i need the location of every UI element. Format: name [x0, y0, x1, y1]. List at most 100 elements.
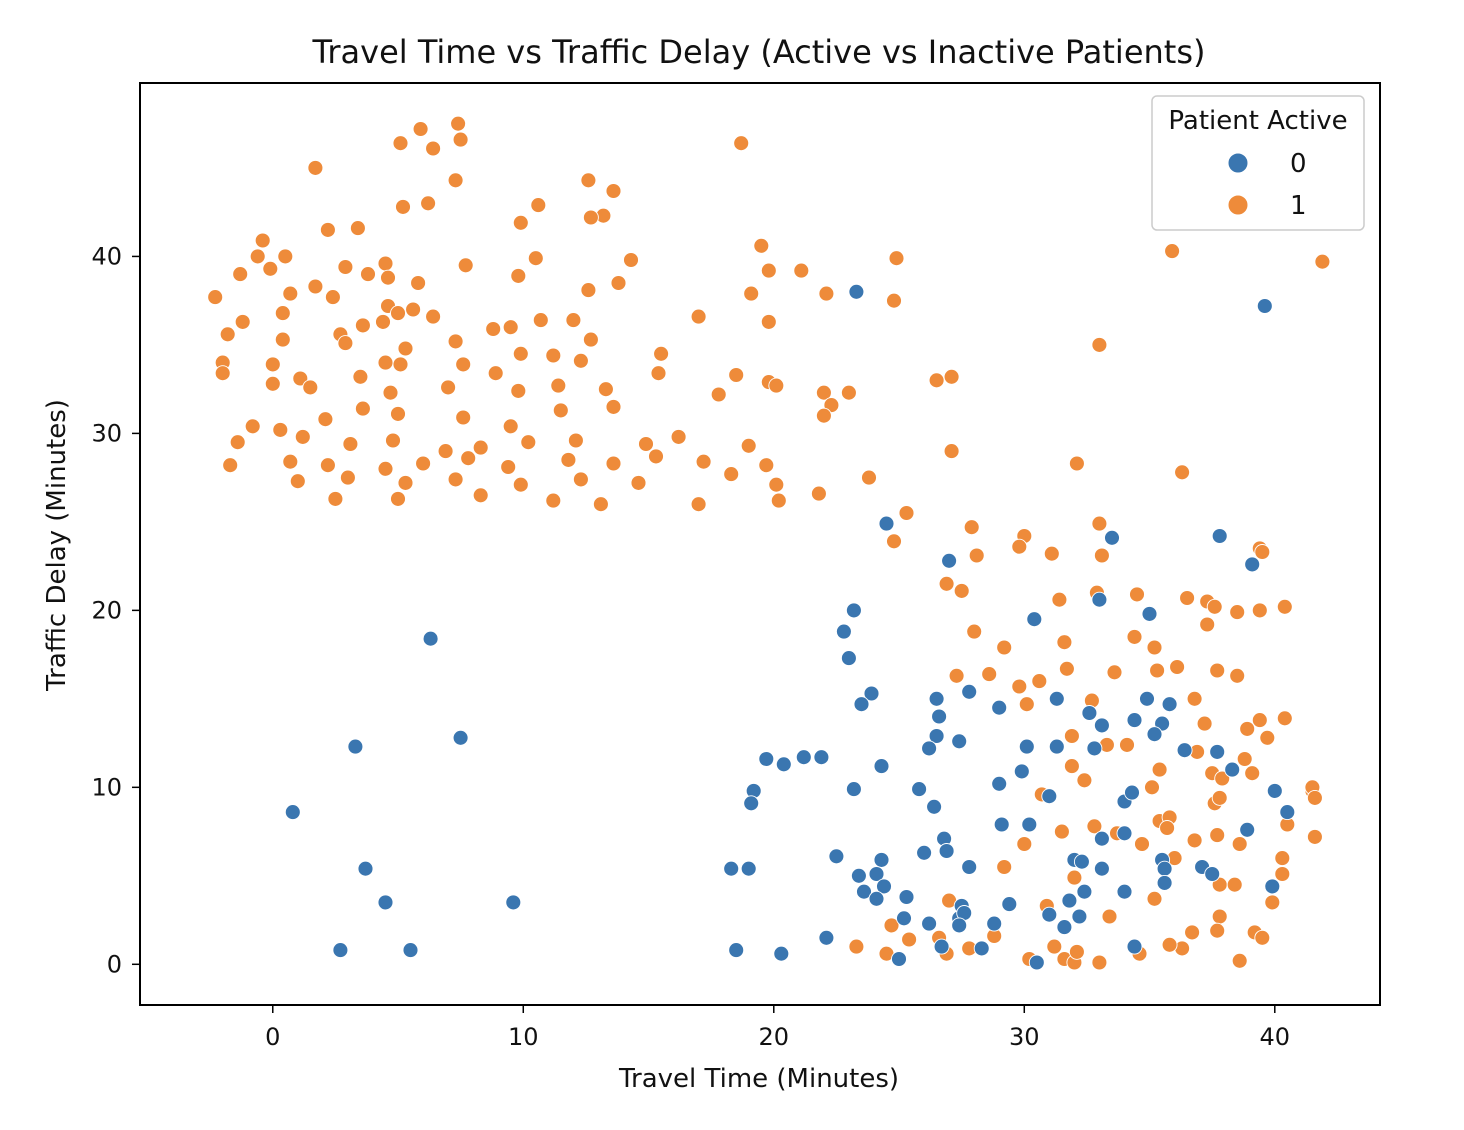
- point-inactive: [856, 883, 872, 900]
- point-active: [740, 437, 757, 454]
- x-axis-label: Travel Time (Minutes): [618, 1064, 899, 1094]
- point-inactive: [284, 804, 301, 821]
- point-active: [317, 411, 334, 428]
- point-inactive: [898, 889, 915, 905]
- point-inactive: [863, 685, 880, 702]
- point-active: [1164, 243, 1181, 260]
- point-active: [1076, 772, 1093, 789]
- point-inactive: [933, 938, 950, 955]
- point-inactive: [728, 942, 745, 959]
- point-active: [234, 313, 251, 330]
- point-active: [996, 859, 1013, 875]
- point-active: [420, 195, 437, 212]
- point-active: [1056, 634, 1073, 651]
- point-inactive: [1086, 740, 1103, 757]
- point-inactive: [1041, 906, 1058, 923]
- point-inactive: [873, 758, 890, 775]
- point-active: [397, 474, 414, 491]
- point-active: [1016, 836, 1033, 852]
- point-active: [294, 428, 311, 445]
- point-inactive: [911, 781, 928, 798]
- point-active: [653, 345, 670, 362]
- point-active: [1306, 828, 1323, 845]
- point-active: [390, 405, 406, 422]
- point-inactive: [845, 781, 862, 798]
- point-active: [472, 439, 489, 456]
- point-active: [1051, 591, 1068, 608]
- point-inactive: [853, 696, 870, 713]
- point-active: [352, 368, 369, 385]
- point-active: [349, 220, 366, 237]
- point-inactive: [961, 683, 978, 700]
- point-active: [390, 490, 406, 507]
- point-active: [1199, 616, 1216, 633]
- point-active: [292, 370, 309, 387]
- point-inactive: [1093, 717, 1110, 734]
- point-active: [377, 354, 394, 371]
- x-tick-label: 30: [1009, 1023, 1040, 1051]
- point-active: [898, 505, 915, 521]
- point-active: [886, 533, 902, 550]
- point-inactive: [951, 733, 968, 750]
- point-inactive: [422, 630, 439, 647]
- legend-box: [1151, 95, 1365, 231]
- point-inactive: [1013, 763, 1030, 780]
- point-inactive: [1116, 825, 1133, 842]
- point-inactive: [1146, 726, 1163, 743]
- point-active: [1119, 736, 1135, 753]
- point-inactive: [1224, 761, 1241, 778]
- point-active: [638, 436, 654, 452]
- point-inactive: [1048, 738, 1065, 755]
- point-inactive: [1176, 742, 1193, 759]
- point-active: [928, 372, 945, 389]
- point-active: [943, 443, 960, 460]
- legend-label-0: 0: [1290, 149, 1307, 179]
- y-axis-label: Traffic Delay (Minutes): [42, 399, 72, 692]
- point-active: [487, 365, 504, 382]
- point-active: [605, 183, 622, 199]
- point-active: [282, 285, 299, 302]
- point-active: [948, 667, 965, 684]
- point-active: [207, 289, 224, 306]
- point-active: [1211, 789, 1228, 806]
- point-active: [337, 335, 354, 352]
- y-axis: 0 10 20 30 40: [91, 242, 140, 978]
- point-active: [289, 473, 306, 490]
- point-active: [1169, 659, 1186, 675]
- point-active: [545, 347, 562, 364]
- point-active: [1231, 836, 1248, 852]
- point-active: [1144, 779, 1160, 796]
- legend-marker-1: [1227, 194, 1249, 216]
- point-inactive: [876, 878, 892, 895]
- point-inactive: [973, 940, 990, 957]
- point-active: [768, 476, 785, 493]
- point-active: [520, 434, 537, 451]
- point-inactive: [1156, 860, 1173, 877]
- point-active: [848, 938, 865, 955]
- point-inactive: [1139, 690, 1155, 707]
- y-tick-label: 30: [91, 419, 122, 447]
- point-active: [1206, 598, 1223, 615]
- point-active: [840, 384, 857, 401]
- point-active: [1134, 836, 1150, 852]
- point-active: [1184, 924, 1201, 941]
- point-active: [382, 384, 399, 401]
- point-active: [883, 917, 900, 934]
- point-inactive: [1161, 696, 1178, 713]
- point-active: [610, 275, 627, 291]
- point-inactive: [452, 729, 469, 746]
- point-active: [1229, 604, 1246, 621]
- point-inactive: [813, 749, 830, 766]
- point-active: [1146, 639, 1163, 656]
- point-active: [264, 375, 281, 392]
- point-inactive: [951, 917, 968, 934]
- point-active: [455, 409, 472, 426]
- point-active: [502, 319, 519, 336]
- point-active: [500, 459, 517, 475]
- point-inactive: [1209, 743, 1226, 760]
- point-inactive: [1041, 788, 1058, 805]
- point-inactive: [1204, 866, 1221, 882]
- point-active: [888, 250, 905, 267]
- point-active: [565, 312, 582, 329]
- point-active: [377, 460, 394, 477]
